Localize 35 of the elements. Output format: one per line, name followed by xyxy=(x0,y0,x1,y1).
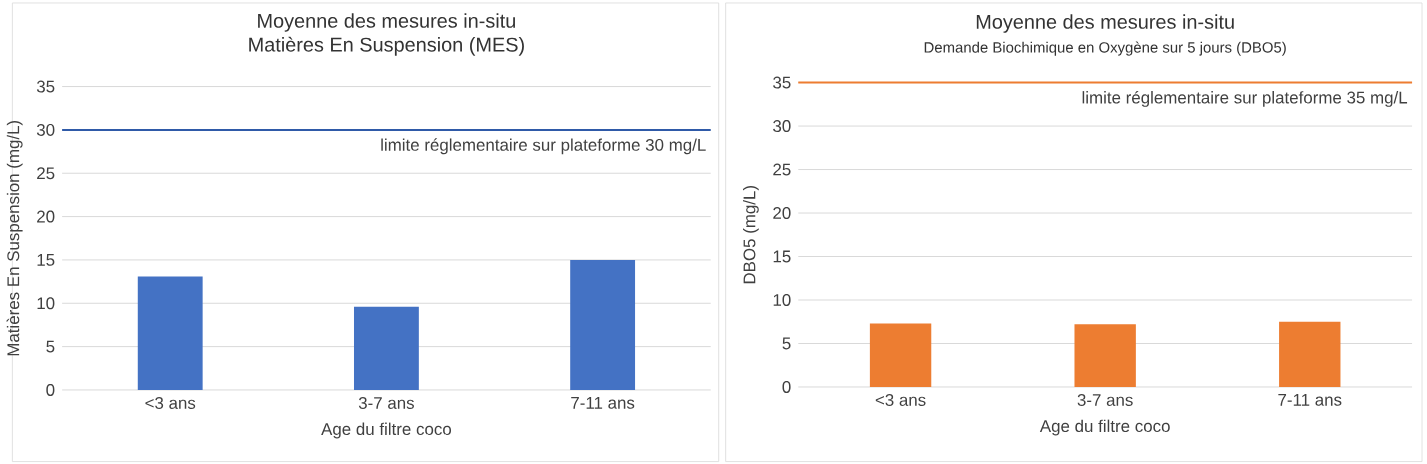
ref-line-label: limite réglementaire sur plateforme 30 mg/L xyxy=(381,138,706,155)
x-tick-label: 7-11 ans xyxy=(1278,394,1342,406)
y-tick-label: 30 xyxy=(773,120,791,133)
y-tick-label: 35 xyxy=(36,80,55,93)
chart-title: Moyenne des mesures in-situ xyxy=(976,14,1234,33)
y-tick-label: 10 xyxy=(37,297,55,310)
y-tick-label: 10 xyxy=(773,294,791,307)
y-tick-label: 35 xyxy=(773,76,791,89)
chart-subtitle: Demande Biochimique en Oxygène sur 5 jours (DBO5) xyxy=(924,41,1286,56)
y-tick-label: 25 xyxy=(773,163,791,176)
y-tick-label: 15 xyxy=(773,250,791,263)
x-tick-label: <3 ans xyxy=(145,397,196,410)
chart-subtitle: Matières En Suspension (MES) xyxy=(249,37,524,56)
y-tick-label: 0 xyxy=(782,381,791,394)
x-axis-title: Age du filtre coco xyxy=(321,422,452,439)
y-tick-label: 20 xyxy=(37,210,55,223)
x-axis-title: Age du filtre coco xyxy=(1039,419,1170,436)
y-tick-label: 20 xyxy=(773,207,791,220)
bar xyxy=(137,276,203,391)
y-axis-title: DBO5 (mg/L) xyxy=(743,186,759,284)
y-tick-label: 5 xyxy=(782,337,791,350)
x-tick-label: <3 ans xyxy=(875,394,926,407)
y-tick-label: 15 xyxy=(37,254,55,267)
y-axis-title: Matières En Suspension (mg/L) xyxy=(6,121,23,356)
bar xyxy=(353,306,419,391)
chart-title: Moyenne des mesures in-situ xyxy=(258,13,515,32)
x-tick-label: 3-7 ans xyxy=(358,397,414,410)
y-tick-label: 25 xyxy=(37,167,55,180)
x-tick-label: 7-11 ans xyxy=(571,397,635,409)
y-tick-label: 5 xyxy=(46,340,55,353)
ref-line-label: limite réglementaire sur plateforme 35 mg/L xyxy=(1082,91,1408,108)
bar xyxy=(570,260,636,391)
y-tick-label: 0 xyxy=(46,384,55,397)
x-tick-label: 3-7 ans xyxy=(1077,394,1133,407)
y-tick-label: 30 xyxy=(36,124,55,137)
